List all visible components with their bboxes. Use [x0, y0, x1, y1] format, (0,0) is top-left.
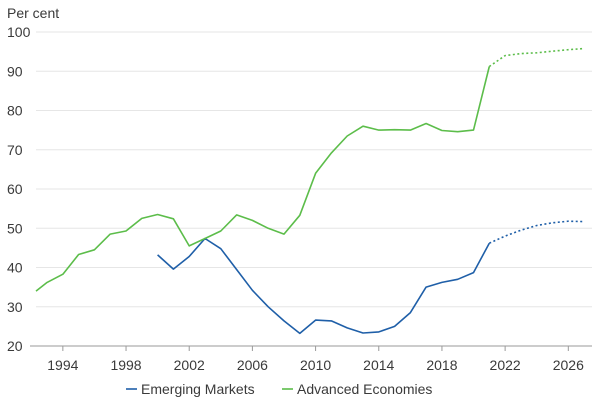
series-projection-0: [488, 220, 585, 244]
y-axis-ticks: 20 30 40 50 60 70 80 90 100: [7, 24, 31, 354]
y-tick-label: 30: [7, 299, 23, 315]
x-tick-label: 2002: [174, 357, 205, 373]
y-tick-label: 80: [7, 103, 23, 119]
grid-lines: [36, 31, 592, 308]
y-tick-label: 90: [7, 63, 23, 79]
x-tick-label: 2026: [553, 357, 584, 373]
y-tick-label: 60: [7, 181, 23, 197]
series-lines: [35, 47, 585, 335]
x-tick-label: 2018: [426, 357, 457, 373]
series-line-0: [157, 237, 491, 335]
y-tick-label: 20: [7, 338, 23, 354]
unit-label: Per cent: [7, 5, 59, 21]
x-tick-label: 2014: [363, 357, 394, 373]
legend-label-1: Advanced Economies: [297, 381, 432, 397]
series-line-1: [35, 66, 491, 292]
y-tick-label: 50: [7, 220, 23, 236]
x-axis-ticks: 1994 1998 2002 2006 2010 2014 2018 2022 2026: [47, 346, 584, 373]
y-tick-label: 100: [7, 24, 31, 40]
y-tick-label: 70: [7, 142, 23, 158]
x-tick-label: 1998: [110, 357, 141, 373]
legend-label-0: Emerging Markets: [141, 381, 255, 397]
x-tick-label: 2006: [237, 357, 268, 373]
x-tick-label: 1994: [47, 357, 78, 373]
x-tick-label: 2022: [490, 357, 521, 373]
y-tick-label: 40: [7, 260, 23, 276]
x-tick-label: 2010: [300, 357, 331, 373]
legend: Emerging Markets Advanced Economies: [126, 381, 432, 397]
series-projection-1: [488, 47, 585, 68]
